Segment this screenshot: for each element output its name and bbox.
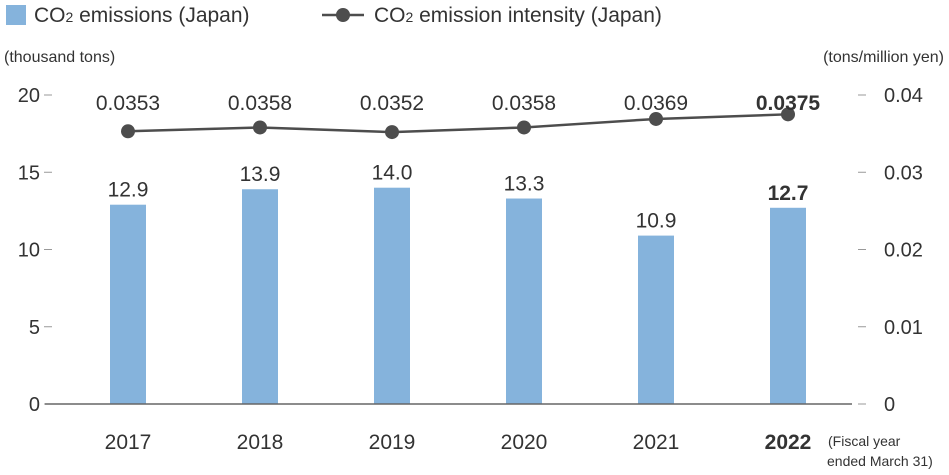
left-tick-label: 0 [29,394,40,416]
x-axis-note-line2: ended March 31) [827,453,933,469]
line-value-label: 0.0353 [96,92,160,115]
left-tick-label: 5 [29,317,40,339]
line-value-label: 0.0358 [492,92,556,115]
line-point-intensity [385,125,399,140]
bar-value-label: 12.9 [108,179,149,202]
line-point-intensity [649,111,663,126]
right-tick-label: 0.04 [884,85,923,107]
bar-co2-emissions [374,187,410,404]
legend-line-marker [336,8,350,22]
right-tick-label: 0 [884,394,895,416]
right-tick-label: 0.01 [884,317,923,339]
legend-label-intensity: CO2 emission intensity (Japan) [374,4,662,27]
line-value-label: 0.0375 [756,92,821,115]
line-value-label: 0.0358 [228,92,292,115]
legend-bar-swatch [6,5,26,25]
right-tick-label: 0.03 [884,162,923,184]
line-point-intensity [121,124,135,139]
bar-value-label: 10.9 [636,210,677,233]
bar-value-label: 13.3 [504,173,545,196]
x-tick-label: 2021 [633,431,680,454]
bar-co2-emissions [638,235,674,404]
legend-label-emissions: CO2 emissions (Japan) [34,4,250,27]
bar-co2-emissions [770,207,806,404]
bar-co2-emissions [506,198,542,404]
bar-co2-emissions [110,204,146,404]
line-value-label: 0.0352 [360,92,424,115]
left-axis-unit-label: (thousand tons) [4,49,115,66]
x-tick-label: 2019 [369,431,416,454]
x-axis-note-line1: (Fiscal year [828,433,901,449]
x-tick-label: 2017 [105,431,152,454]
line-point-intensity [517,120,531,135]
bar-value-label: 13.9 [240,163,281,186]
left-tick-label: 10 [18,240,40,262]
bar-co2-emissions [242,189,278,404]
left-tick-label: 15 [18,162,40,184]
line-point-intensity [781,107,795,122]
x-tick-label: 2020 [501,431,548,454]
bar-value-label: 12.7 [768,182,809,205]
x-tick-label: 2022 [765,431,812,454]
left-tick-label: 20 [18,85,40,107]
bar-value-label: 14.0 [372,162,413,185]
line-co2-intensity [127,113,789,134]
line-value-label: 0.0369 [624,92,688,115]
right-axis-unit-label: (tons/million yen) [823,49,944,66]
line-point-intensity [253,120,267,135]
x-tick-label: 2018 [237,431,284,454]
right-tick-label: 0.02 [884,240,923,262]
